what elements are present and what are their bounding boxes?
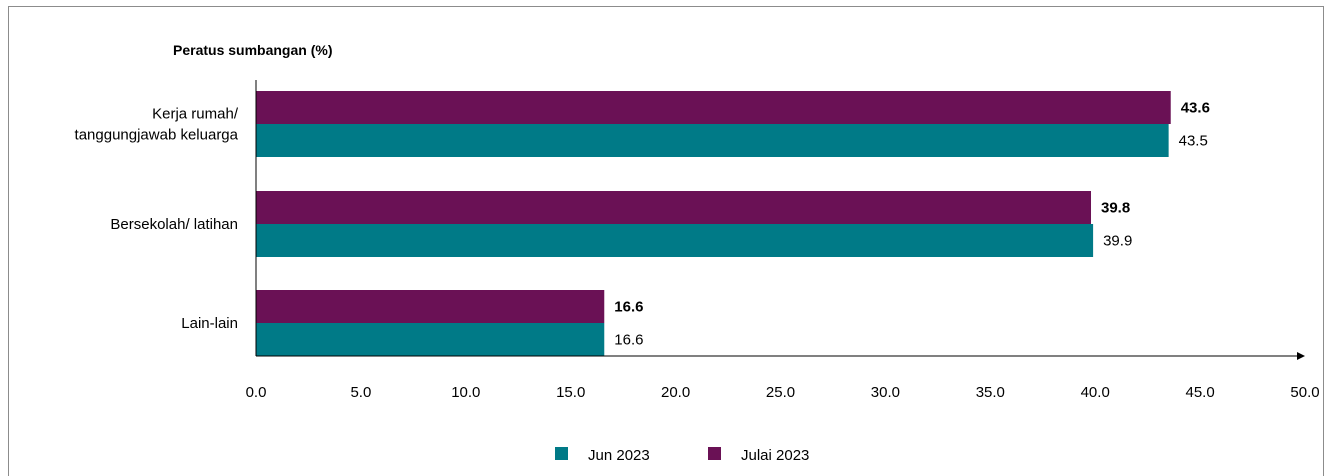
chart-frame <box>8 6 1324 476</box>
bar-3-julai-2023 <box>256 290 605 323</box>
data-label: 43.5 <box>1179 133 1208 150</box>
category-label-line: tanggungjawab keluarga <box>75 127 239 144</box>
y-axis-title: Peratus sumbangan (%) <box>173 42 332 58</box>
data-label: 16.6 <box>614 332 643 349</box>
x-tick-label: 35.0 <box>976 384 1005 401</box>
legend: Jun 2023 Julai 2023 <box>555 447 809 464</box>
x-tick-label: 10.0 <box>451 384 480 401</box>
x-tick-label: 50.0 <box>1290 384 1319 401</box>
category-label: Bersekolah/ latihan <box>110 216 238 233</box>
category-label: Lain-lain <box>181 315 238 332</box>
bar-1-julai-2023 <box>256 91 1171 124</box>
x-tick-label: 25.0 <box>766 384 795 401</box>
data-label: 39.8 <box>1101 200 1130 217</box>
legend-label: Jun 2023 <box>588 447 650 464</box>
x-axis-arrowhead <box>1297 352 1305 360</box>
legend-swatch <box>708 447 721 460</box>
x-tick-label: 15.0 <box>556 384 585 401</box>
category-label-line: Bersekolah/ latihan <box>110 216 238 233</box>
bar-1-jun-2023 <box>256 124 1169 157</box>
bar-2-julai-2023 <box>256 191 1092 224</box>
data-label: 43.6 <box>1181 100 1210 117</box>
bars-group: 43.6 43.5 39.8 39.9 16.6 16.6 <box>256 91 1210 356</box>
bar-3-jun-2023 <box>256 323 605 356</box>
category-label-line: Lain-lain <box>181 315 238 332</box>
x-tick-label: 0.0 <box>246 384 267 401</box>
x-tick-label: 45.0 <box>1185 384 1214 401</box>
x-tick-label: 40.0 <box>1081 384 1110 401</box>
category-labels-group: Kerja rumah/tanggungjawab keluarga Bersek… <box>75 106 239 333</box>
x-tick-label: 5.0 <box>350 384 371 401</box>
legend-label: Julai 2023 <box>741 447 809 464</box>
category-label-line: Kerja rumah/ <box>152 106 239 123</box>
x-tick-label: 30.0 <box>871 384 900 401</box>
axes-group: 0.0 5.0 10.0 15.0 20.0 25.0 30.0 35.0 40.0 45.0 50… <box>246 80 1320 401</box>
x-tick-label: 20.0 <box>661 384 690 401</box>
data-label: 16.6 <box>614 299 643 316</box>
legend-swatch <box>555 447 568 460</box>
bar-2-jun-2023 <box>256 224 1094 257</box>
data-label: 39.9 <box>1103 233 1132 250</box>
category-label: Kerja rumah/tanggungjawab keluarga <box>75 106 239 144</box>
